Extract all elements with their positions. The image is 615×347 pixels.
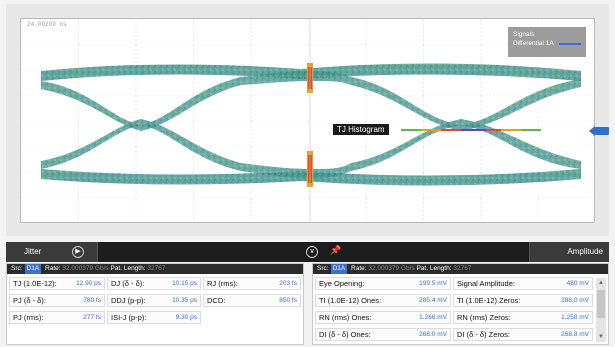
measurement-value: 480 mV	[566, 280, 589, 287]
measurement-label: Signal Amplitude:	[457, 279, 515, 288]
amplitude-measurements: Eye Opening: 199.5 mV Signal Amplitude: 480…	[313, 275, 608, 344]
rate-value: 32.000379 Gb/s	[62, 265, 109, 272]
measurement-label: DI (δ - δ) Ones:	[319, 330, 371, 339]
measurement-value: 9.30 ps	[175, 314, 197, 321]
measurement-value: 203 fs	[279, 280, 297, 287]
measurement-label: RN (rms) Ones:	[319, 313, 372, 322]
rate-value: 32.000379 Gb/s	[368, 265, 415, 272]
src-label: Src:	[11, 265, 23, 272]
panel-toolbar: Jitter ▶ ∨ 📌 ◀ Amplitude	[6, 242, 609, 262]
measurement-label: DDJ (p-p):	[111, 296, 146, 305]
src-badge[interactable]: D1A	[330, 264, 348, 274]
measurement-label: PJ (rms):	[13, 313, 44, 322]
src-label: Src:	[317, 265, 329, 272]
pat-length-value: 32767	[147, 265, 166, 272]
eye-diagram-plot[interactable]: 24.09289 ns Signals Differential 1A TJ H…	[20, 18, 595, 223]
pin-icon[interactable]: 📌	[330, 245, 342, 255]
legend-title: Signals	[513, 31, 535, 38]
amplitude-panel-header: Src: D1A Rate: 32.000379 Gb/s Pat. Length…	[313, 264, 608, 274]
amplitude-scrollbar[interactable]: ▲ ▼	[596, 278, 606, 342]
pat-length-label: Pat. Length:	[416, 265, 452, 272]
rate-label: Rate:	[351, 265, 367, 272]
measurement-cell[interactable]: DJ (δ - δ): 10.15 ps	[107, 277, 201, 290]
tab-amplitude[interactable]: Amplitude	[529, 242, 609, 262]
measurement-value: 285.4 mV	[419, 297, 447, 304]
eye-diagram-canvas	[21, 19, 594, 222]
measurement-cell[interactable]: DDJ (p-p): 10.35 ps	[107, 294, 201, 307]
measurement-label: TI (1.0E-12) Zeros:	[457, 296, 521, 305]
measurement-label: DCD:	[207, 296, 226, 305]
measurement-label: TI (1.0E-12) Ones:	[319, 296, 382, 305]
measurement-label: RN (rms) Zeros:	[457, 313, 511, 322]
measurement-value: 277 fs	[83, 314, 101, 321]
src-badge[interactable]: D1A	[24, 264, 42, 274]
rate-label: Rate:	[45, 265, 61, 272]
measurement-cell[interactable]: PJ (δ - δ): 780 fs	[9, 294, 105, 307]
measurement-cell[interactable]: DI (δ - δ) Zeros: 268.8 mV	[453, 328, 593, 341]
measurement-cell[interactable]: RN (rms) Zeros: 1.258 mV	[453, 311, 593, 324]
measurement-label: Eye Opening:	[319, 279, 365, 288]
legend-swatch	[559, 42, 581, 45]
jitter-panel: Src: D1A Rate: 32.000379 Gb/s Pat. Length…	[6, 263, 304, 345]
measurement-value: 12.90 ps	[76, 280, 101, 287]
measurement-value: 288.0 mV	[561, 297, 589, 304]
tj-histogram-label: TJ Histogram	[333, 124, 389, 135]
measurement-label: TJ (1.0E-12):	[13, 279, 57, 288]
jitter-measurements: TJ (1.0E-12): 12.90 ps DJ (δ - δ): 10.15 ps…	[7, 275, 303, 344]
signal-legend[interactable]: Signals Differential 1A	[508, 27, 586, 57]
measurement-label: PJ (δ - δ):	[13, 296, 46, 305]
measurement-value: 10.35 ps	[172, 297, 197, 304]
channel-marker-icon[interactable]	[589, 126, 609, 136]
measurement-cell[interactable]: TI (1.0E-12) Ones: 285.4 mV	[315, 294, 451, 307]
measurement-value: 199.5 mV	[419, 280, 447, 287]
measurement-label: DI (δ - δ) Zeros:	[457, 330, 510, 339]
measurement-value: 1.266 mV	[419, 314, 447, 321]
measurement-value: 850 fs	[279, 297, 297, 304]
amplitude-panel: Src: D1A Rate: 32.000379 Gb/s Pat. Length…	[312, 263, 609, 345]
measurement-cell[interactable]: DI (δ - δ) Ones: 268.0 mV	[315, 328, 451, 341]
measurement-cell[interactable]: RN (rms) Ones: 1.266 mV	[315, 311, 451, 324]
measurement-label: ISI-J (p-p):	[111, 313, 147, 322]
tab-jitter[interactable]: Jitter	[6, 242, 98, 262]
scope-area: 24.09289 ns Signals Differential 1A TJ H…	[6, 4, 609, 236]
measurement-value: 10.15 ps	[172, 280, 197, 287]
tab-amplitude-label: Amplitude	[567, 247, 603, 256]
measurement-cell[interactable]: RJ (rms): 203 fs	[203, 277, 301, 290]
measurement-value: 780 fs	[83, 297, 101, 304]
measurement-value: 268.8 mV	[561, 331, 589, 338]
measurement-value: 1.258 mV	[561, 314, 589, 321]
timestamp-label: 24.09289 ns	[27, 21, 67, 28]
measurement-cell[interactable]: TJ (1.0E-12): 12.90 ps	[9, 277, 105, 290]
measurement-label: DJ (δ - δ):	[111, 279, 145, 288]
measurement-cell[interactable]: Signal Amplitude: 480 mV	[453, 277, 593, 290]
jitter-panel-header: Src: D1A Rate: 32.000379 Gb/s Pat. Length…	[7, 264, 303, 274]
arrow-right-icon[interactable]: ▶	[72, 246, 84, 258]
measurement-cell[interactable]: Eye Opening: 199.5 mV	[315, 277, 451, 290]
pat-length-label: Pat. Length:	[110, 265, 146, 272]
scroll-up-icon[interactable]: ▲	[598, 280, 604, 286]
pat-length-value: 32767	[453, 265, 472, 272]
tab-jitter-label: Jitter	[24, 247, 42, 256]
measurement-cell[interactable]: DCD: 850 fs	[203, 294, 301, 307]
measurement-cell[interactable]: ISI-J (p-p): 9.30 ps	[107, 311, 201, 324]
legend-series-label: Differential 1A	[513, 40, 554, 47]
scroll-thumb[interactable]	[597, 290, 605, 318]
measurement-cell[interactable]: TI (1.0E-12) Zeros: 288.0 mV	[453, 294, 593, 307]
measurement-value: 268.0 mV	[419, 331, 447, 338]
measurement-cell[interactable]: PJ (rms): 277 fs	[9, 311, 105, 324]
chevron-down-icon[interactable]: ∨	[306, 246, 318, 258]
measurement-label: RJ (rms):	[207, 279, 238, 288]
scroll-down-icon[interactable]: ▼	[598, 334, 604, 340]
